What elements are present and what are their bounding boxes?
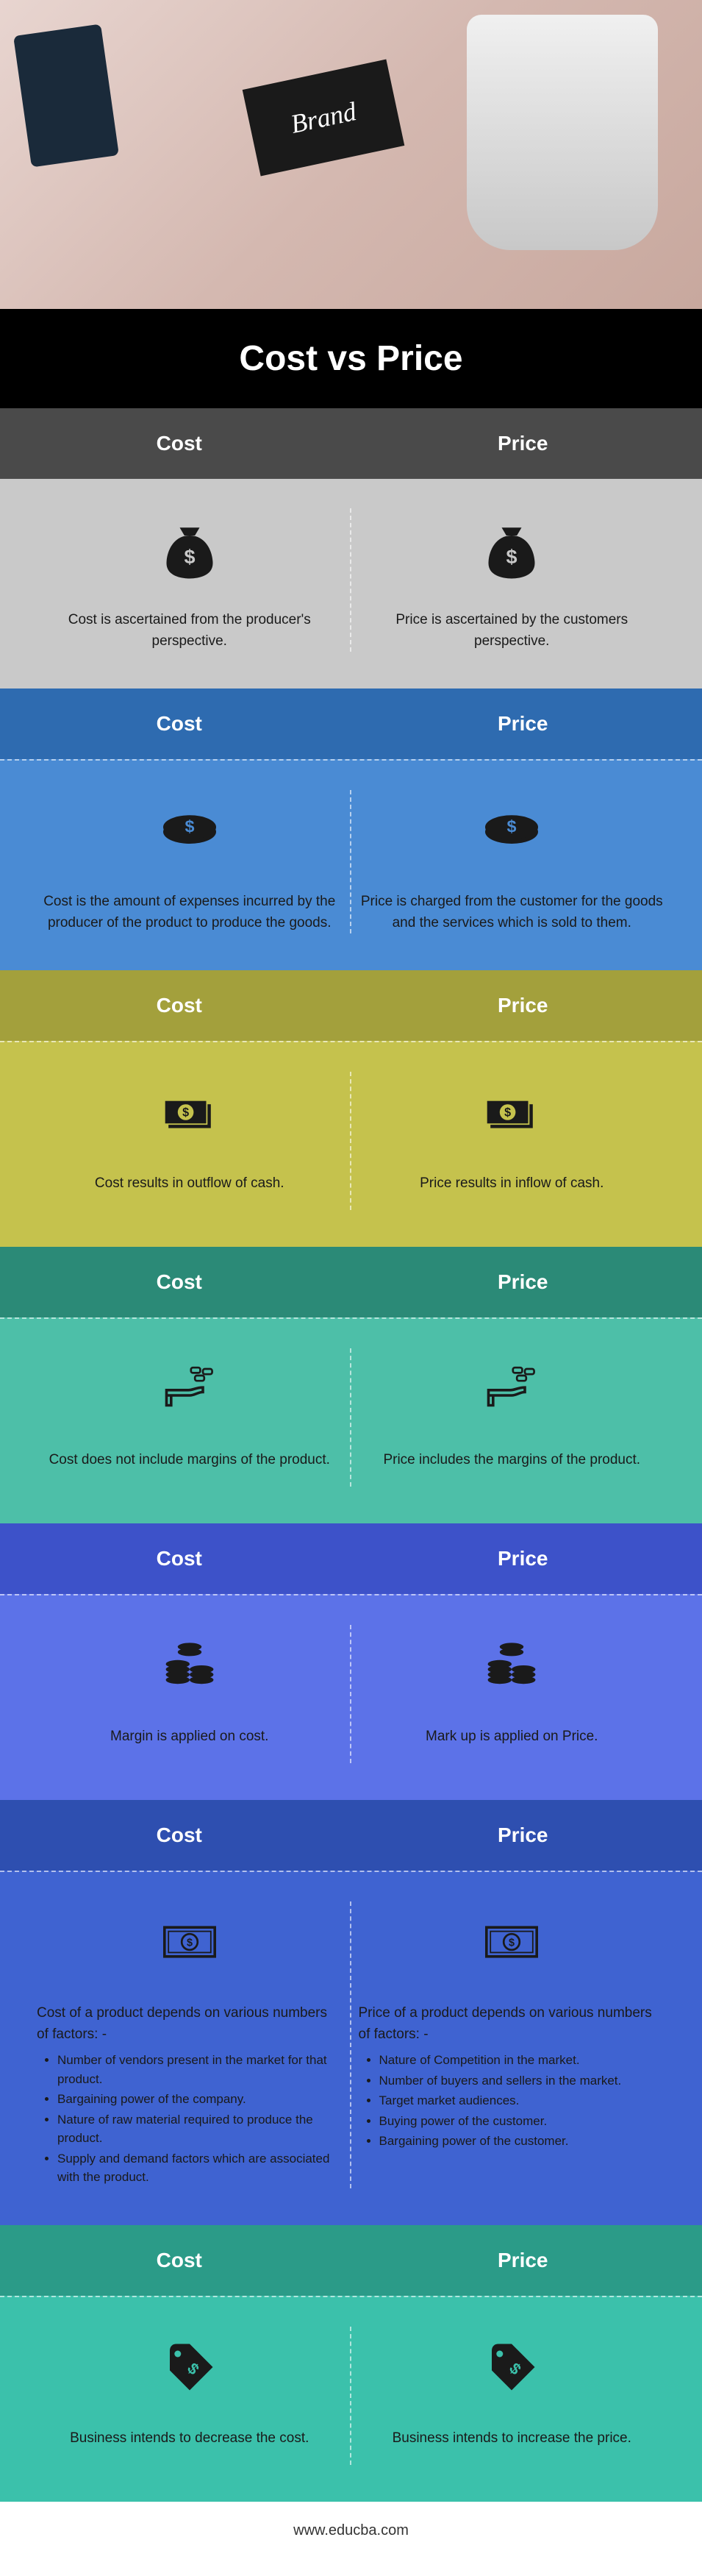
money-bag-icon: $ (351, 508, 673, 589)
section-4-price-text: Price includes the margins of the produc… (351, 1450, 673, 1471)
svg-text:$: $ (185, 817, 194, 836)
section-6-cost-list: Number of vendors present in the market … (37, 2051, 343, 2187)
col-header-price: Price (351, 712, 695, 736)
col-header-price: Price (351, 432, 695, 455)
coin-stacks-icon (29, 1625, 350, 1706)
section-3-price-text: Price results in inflow of cash. (351, 1173, 673, 1195)
section-6-price-text: Price of a product depends on various nu… (351, 2003, 673, 2151)
list-item: Number of vendors present in the market … (57, 2051, 343, 2088)
svg-text:$: $ (184, 546, 195, 568)
list-item: Buying power of the customer. (379, 2112, 666, 2131)
col-header-cost: Cost (7, 712, 351, 736)
section-5-cost-text: Margin is applied on cost. (29, 1726, 350, 1748)
section-2-cost-text: Cost is the amount of expenses incurred … (29, 892, 350, 933)
col-header-price: Price (351, 1547, 695, 1570)
col-header-price: Price (351, 1270, 695, 1294)
coin-stacks-icon (351, 1625, 673, 1706)
section-5-price-text: Mark up is applied on Price. (351, 1726, 673, 1748)
col-header-price: Price (351, 1824, 695, 1847)
hero-image: Brand (0, 0, 702, 309)
list-item: Target market audiences. (379, 2091, 666, 2110)
price-tag-icon: $ (29, 2327, 350, 2408)
section-1-cost-text: Cost is ascertained from the producer's … (29, 610, 350, 652)
footer-url: www.educba.com (0, 2502, 702, 2560)
section-4-cost-text: Cost does not include margins of the pro… (29, 1450, 350, 1471)
cash-icon: $ (351, 1072, 673, 1153)
col-header-cost: Cost (7, 2249, 351, 2272)
list-item: Supply and demand factors which are asso… (57, 2149, 343, 2187)
svg-text:$: $ (504, 1106, 511, 1119)
col-header-cost: Cost (7, 1270, 351, 1294)
svg-text:$: $ (182, 1106, 189, 1119)
col-header-price: Price (351, 994, 695, 1017)
svg-text:$: $ (509, 1937, 515, 1949)
section-3-cost-text: Cost results in outflow of cash. (29, 1173, 350, 1195)
hand-coins-icon (351, 1348, 673, 1429)
section-6-cost-intro: Cost of a product depends on various num… (37, 2005, 327, 2042)
col-header-cost: Cost (7, 1824, 351, 1847)
coin-icon: $ (29, 790, 350, 871)
svg-text:$: $ (506, 546, 517, 568)
col-header-cost: Cost (7, 432, 351, 455)
svg-text:$: $ (507, 817, 517, 836)
money-bag-icon: $ (29, 508, 350, 589)
page-title: Cost vs Price (0, 309, 702, 408)
svg-text:$: $ (187, 1937, 193, 1949)
col-header-price: Price (351, 2249, 695, 2272)
list-item: Bargaining power of the company. (57, 2090, 343, 2109)
list-item: Bargaining power of the customer. (379, 2132, 666, 2151)
brand-tag: Brand (243, 60, 405, 177)
list-item: Nature of Competition in the market. (379, 2051, 666, 2070)
section-7-cost-text: Business intends to decrease the cost. (29, 2428, 350, 2449)
list-item: Number of buyers and sellers in the mark… (379, 2071, 666, 2091)
section-6-price-intro: Price of a product depends on various nu… (359, 2005, 652, 2042)
section-6-cost-text: Cost of a product depends on various num… (29, 2003, 350, 2187)
col-header-cost: Cost (7, 1547, 351, 1570)
banknote-icon: $ (351, 1901, 673, 1982)
banknote-icon: $ (29, 1901, 350, 1982)
hand-coins-icon (29, 1348, 350, 1429)
section-1-price-text: Price is ascertained by the customers pe… (351, 610, 673, 652)
coin-icon: $ (351, 790, 673, 871)
list-item: Nature of raw material required to produ… (57, 2110, 343, 2148)
section-2-price-text: Price is charged from the customer for t… (351, 892, 673, 933)
section-6-price-list: Nature of Competition in the market.Numb… (359, 2051, 666, 2151)
cash-icon: $ (29, 1072, 350, 1153)
section-7-price-text: Business intends to increase the price. (351, 2428, 673, 2449)
col-header-cost: Cost (7, 994, 351, 1017)
price-tag-icon: $ (351, 2327, 673, 2408)
